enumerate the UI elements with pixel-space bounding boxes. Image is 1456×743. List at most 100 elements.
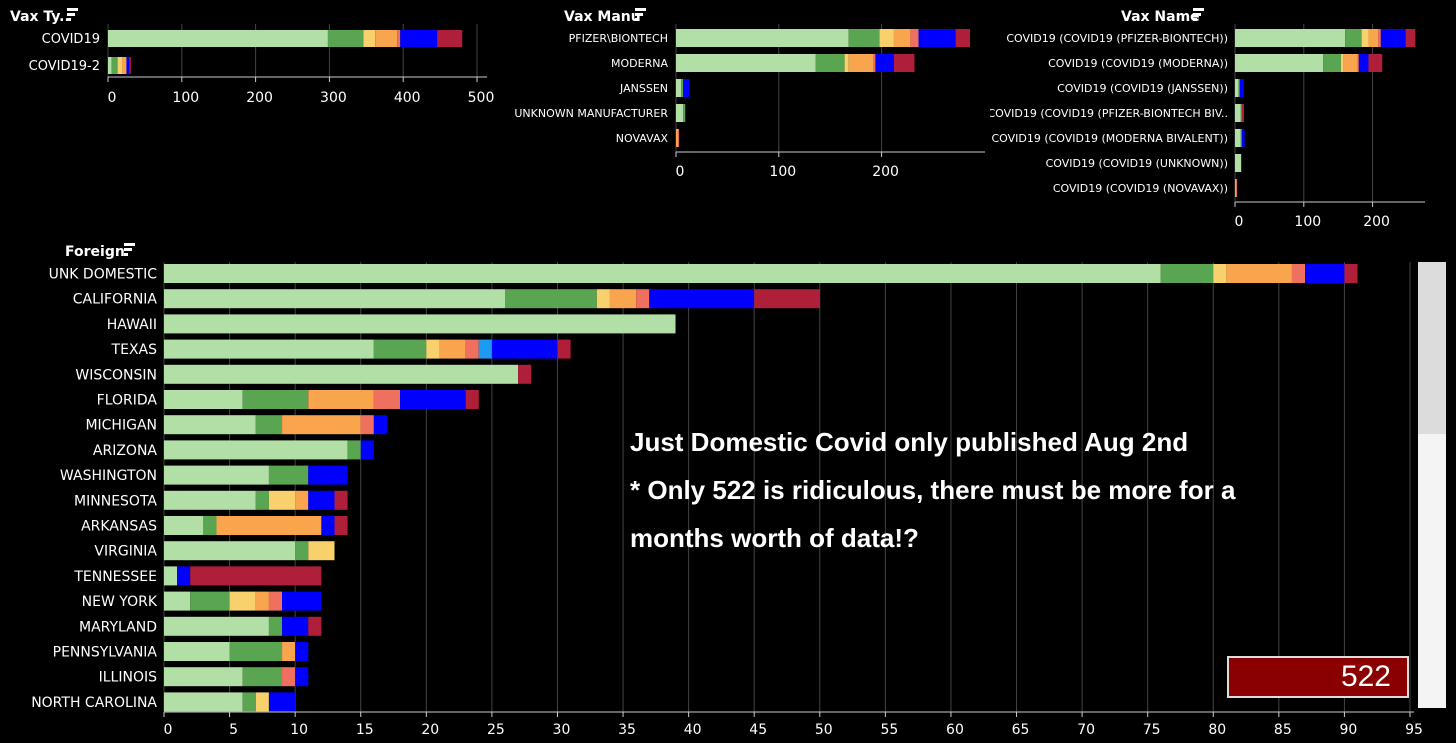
bar-segment: [269, 617, 282, 636]
category-label: VIRGINIA: [94, 544, 157, 560]
dashboard-charts: Vax Ty..COVID19COVID19-20 100 200 300 400 500…: [0, 0, 1456, 743]
bar-segment: [269, 466, 308, 485]
bar-segment: [466, 390, 479, 409]
bar-segment: [164, 440, 348, 459]
bar-segment: [321, 516, 334, 535]
category-label: COVID19 (COVID19 (MODERNA BIVALENT)): [991, 132, 1228, 145]
bar-segment: [295, 541, 308, 560]
tick-label: 70: [1077, 722, 1095, 738]
bar-segment: [849, 29, 880, 47]
bar-segment: [164, 642, 230, 661]
bar-segment: [1292, 264, 1305, 283]
bar-segment: [190, 566, 321, 585]
bar-segment: [400, 390, 466, 409]
bar-segment: [683, 104, 685, 122]
bar-segment: [439, 340, 465, 359]
chart-title: Vax Name: [1121, 9, 1200, 25]
bar-segment: [1161, 264, 1213, 283]
bar-segment: [164, 617, 269, 636]
sort-icon: [124, 243, 135, 256]
bar-segment: [894, 29, 910, 47]
bar-segment: [164, 566, 177, 585]
bar-segment: [1345, 29, 1362, 47]
bar-segment: [282, 642, 295, 661]
bar-segment: [1235, 104, 1241, 122]
bar-segment: [126, 57, 129, 74]
bar-segment: [397, 30, 400, 47]
tick-label: 10: [290, 722, 308, 738]
category-label: COVID19: [42, 32, 100, 47]
bar-segment: [243, 667, 282, 686]
bar-segment: [1235, 154, 1241, 172]
bar-segment: [256, 592, 269, 611]
bar-segment: [1323, 54, 1341, 72]
bar-segment: [1406, 29, 1416, 47]
bar-segment: [308, 541, 334, 560]
bar-segment: [269, 692, 295, 711]
tick-label: 200: [872, 164, 899, 180]
tick-label: 5: [229, 722, 238, 738]
category-label: FLORIDA: [97, 393, 158, 409]
bar-segment: [361, 415, 374, 434]
bar-segment: [164, 692, 243, 711]
tick-label: 55: [880, 722, 898, 738]
category-label: COVID19 (COVID19 (PFIZER-BIONTECH)): [1006, 32, 1228, 45]
bar-segment: [335, 491, 348, 510]
bar-segment: [282, 592, 321, 611]
bar-segment: [282, 415, 361, 434]
tick-label: 200: [1363, 214, 1390, 230]
bar-segment: [1344, 264, 1357, 283]
bar-segment: [164, 491, 256, 510]
bar-segment: [164, 466, 269, 485]
bar-segment: [1242, 129, 1245, 147]
bar-segment: [108, 57, 112, 74]
bar-segment: [1235, 179, 1236, 197]
bar-segment: [880, 29, 894, 47]
category-label: UNKNOWN MANUFACTURER: [514, 107, 668, 120]
bar-segment: [676, 79, 681, 97]
category-label: COVID19 (COVID19 (NOVAVAX)): [1053, 182, 1228, 195]
tick-label: 95: [1405, 722, 1423, 738]
bar-segment: [518, 365, 531, 384]
bar-segment: [681, 79, 683, 97]
bar-segment: [295, 667, 308, 686]
bar-segment: [910, 29, 918, 47]
tick-label: 65: [1012, 722, 1030, 738]
bar-segment: [1238, 79, 1239, 97]
tick-label: 50: [815, 722, 833, 738]
category-label: ARIZONA: [93, 443, 158, 459]
category-label: COVID19 (COVID19 (JANSSEN)): [1057, 82, 1228, 95]
bar-segment: [164, 390, 243, 409]
bar-segment: [256, 491, 269, 510]
category-label: CALIFORNIA: [73, 292, 158, 308]
bar-segment: [1305, 264, 1344, 283]
tick-label: 100: [1294, 214, 1321, 230]
bar-segment: [230, 642, 282, 661]
bar-segment: [816, 54, 845, 72]
bar-segment: [282, 667, 295, 686]
bar-segment: [492, 340, 558, 359]
bar-segment: [610, 289, 636, 308]
bar-segment: [308, 390, 374, 409]
bar-segment: [122, 57, 126, 74]
scrollbar-thumb[interactable]: [1418, 262, 1446, 434]
category-label: JANSSEN: [619, 82, 668, 95]
category-label: COVID19 (COVID19 (MODERNA)): [1048, 57, 1228, 70]
bar-segment: [636, 289, 649, 308]
total-count: 522: [1227, 656, 1409, 698]
category-label: MODERNA: [611, 57, 668, 70]
bar-segment: [295, 491, 308, 510]
bar-segment: [164, 264, 1161, 283]
bar-segment: [1213, 264, 1226, 283]
bar-segment: [164, 667, 243, 686]
bar-segment: [505, 289, 597, 308]
bar-segment: [479, 340, 492, 359]
bar-segment: [374, 415, 387, 434]
tick-label: 400: [394, 90, 421, 106]
bar-segment: [1235, 29, 1345, 47]
chart-title: Vax Manu: [564, 9, 641, 25]
tick-label: 25: [487, 722, 505, 738]
category-label: COVID19 (COVID19 (PFIZER-BIONTECH BIV..: [988, 107, 1229, 120]
bar-segment: [649, 289, 754, 308]
bar-segment: [295, 642, 308, 661]
